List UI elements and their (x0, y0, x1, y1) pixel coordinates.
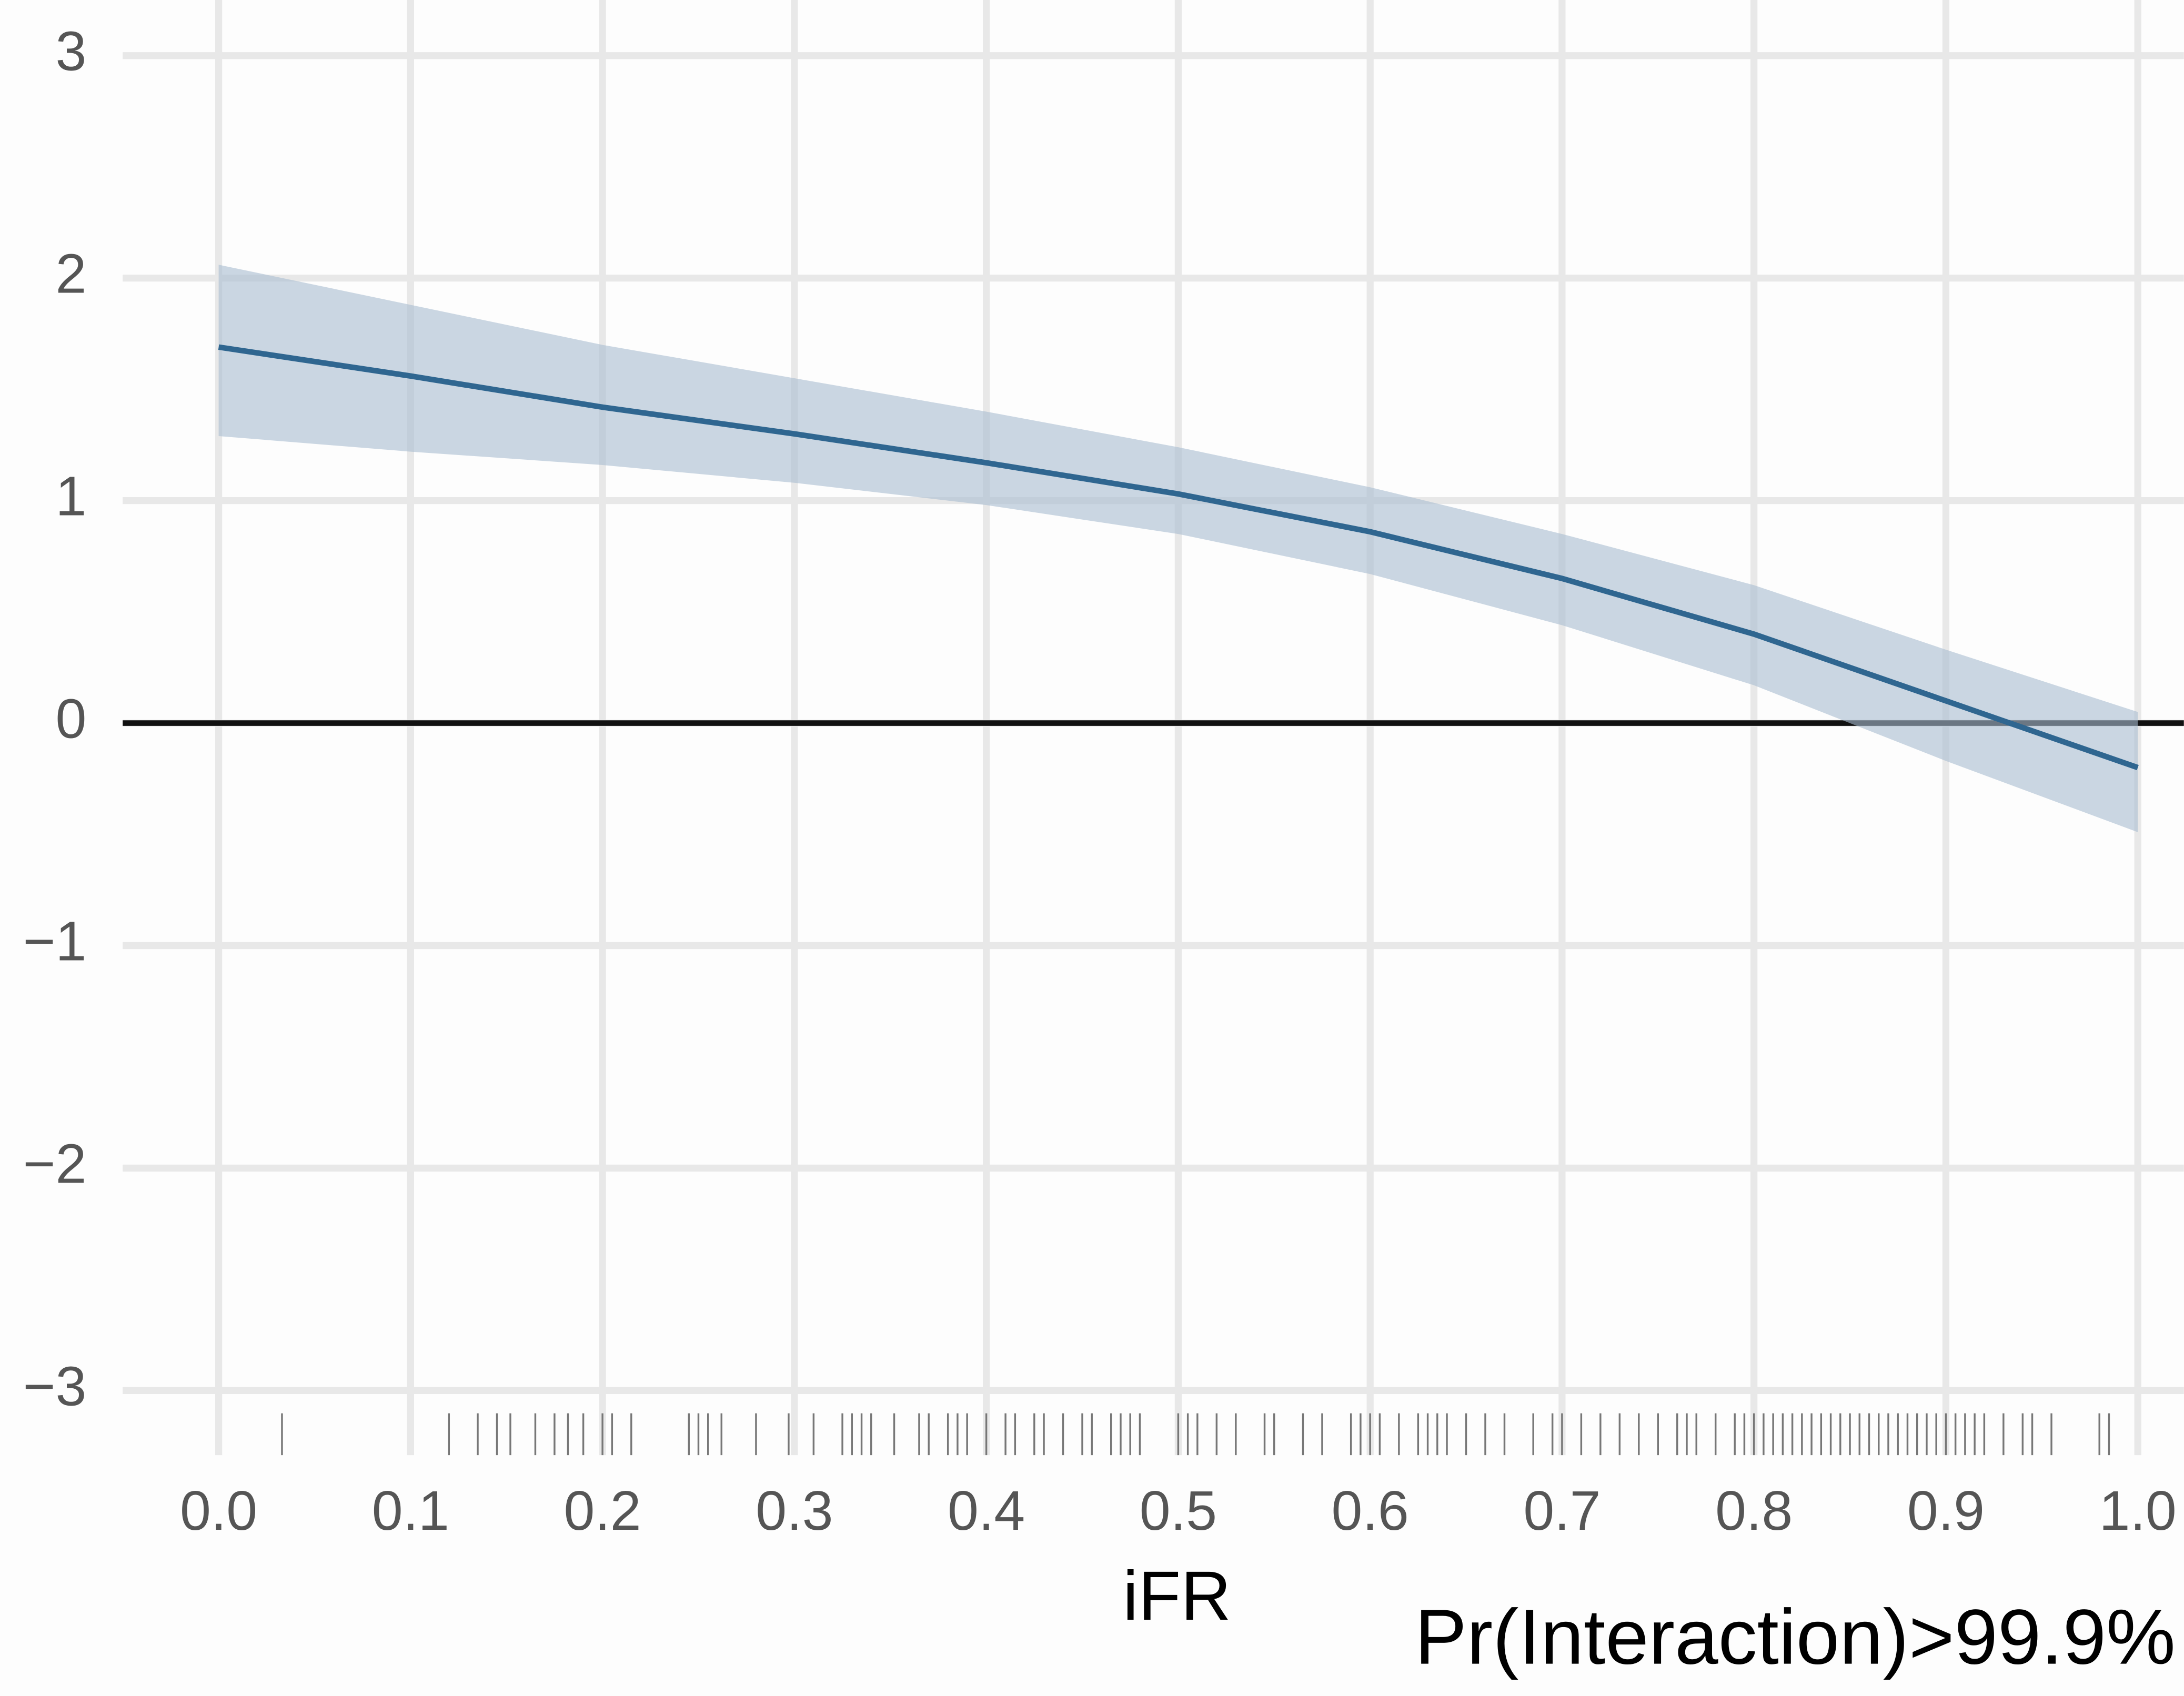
x-axis-title: iFR (1123, 1557, 1231, 1635)
y-tick-label: 0 (56, 688, 87, 750)
confidence-band (218, 265, 2138, 832)
y-tick-label: 3 (56, 21, 87, 83)
x-tick-label: 0.5 (1140, 1480, 1217, 1542)
x-tick-label: 0.0 (180, 1480, 257, 1542)
x-tick-label: 0.7 (1523, 1480, 1601, 1542)
x-tick-label: 1.0 (2099, 1480, 2177, 1542)
x-tick-label: 0.2 (564, 1480, 641, 1542)
y-tick-label: −1 (23, 910, 87, 972)
x-tick-label: 0.4 (948, 1480, 1025, 1542)
y-tick-label: 1 (56, 466, 87, 528)
x-tick-label: 0.6 (1332, 1480, 1409, 1542)
y-tick-label: −3 (23, 1355, 87, 1417)
annotation: Pr(Interaction)>99.9% (1415, 1594, 2176, 1681)
x-tick-label: 0.3 (756, 1480, 833, 1542)
y-tick-label: −2 (23, 1133, 87, 1195)
x-tick-label: 0.1 (372, 1480, 449, 1542)
x-tick-label: 0.8 (1715, 1480, 1793, 1542)
line (218, 344, 2139, 771)
x-tick-label: 0.9 (1907, 1480, 1985, 1542)
y-tick-label: 2 (56, 243, 87, 305)
